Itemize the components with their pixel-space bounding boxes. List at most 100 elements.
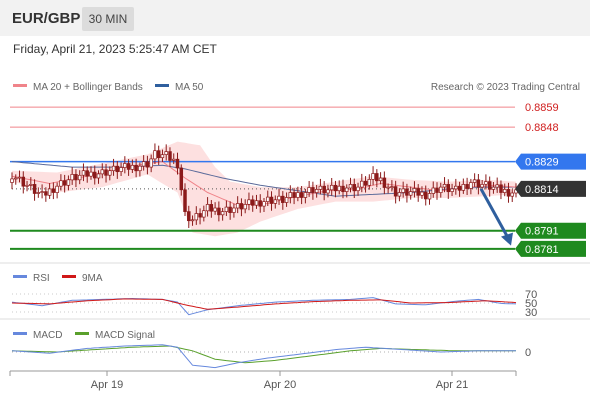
candle-body — [296, 192, 300, 198]
candle-body — [405, 188, 409, 196]
candle-body — [487, 181, 492, 190]
candle-body — [450, 188, 454, 192]
rsi-ma-legend-label: 9MA — [82, 273, 103, 284]
candle-body — [495, 184, 499, 188]
candle-body — [386, 186, 390, 189]
candle-body — [484, 181, 488, 185]
candle-body — [299, 192, 304, 198]
candle-body — [202, 210, 206, 218]
candle-body — [179, 167, 184, 191]
candle-body — [292, 192, 296, 198]
candle-body — [465, 184, 469, 189]
rsi-legend-swatch — [13, 275, 27, 278]
rsi-level-label: 30 — [525, 307, 537, 319]
ma50-legend-swatch — [155, 84, 169, 87]
candle-body — [25, 184, 29, 187]
current-label-box — [515, 180, 586, 197]
candle-body — [111, 165, 116, 172]
rsi-legend-label: RSI — [33, 273, 50, 284]
candle-body — [235, 203, 240, 209]
candle-body — [476, 179, 481, 188]
candle-body — [457, 185, 462, 191]
pivot-label: 0.8829 — [525, 157, 559, 169]
candle-body — [32, 184, 37, 194]
candle-body — [397, 192, 402, 197]
chart-panel — [0, 36, 590, 400]
resistance-label: 0.8848 — [525, 122, 559, 134]
candle-body — [59, 180, 63, 187]
macd-legend-label: MACD — [33, 330, 62, 341]
candle-body — [506, 189, 511, 197]
candle-body — [247, 199, 251, 205]
candle-body — [431, 187, 436, 194]
candle-body — [17, 176, 22, 179]
candle-body — [145, 161, 150, 168]
candle-body — [375, 173, 379, 182]
resistance-label: 0.8859 — [525, 102, 559, 114]
candle-body — [281, 195, 285, 203]
candle-body — [134, 164, 138, 172]
candle-body — [89, 171, 93, 177]
candle-body — [284, 197, 289, 203]
candle-body — [266, 196, 270, 202]
candle-body — [74, 174, 78, 181]
ma50-legend-label: MA 50 — [175, 82, 204, 93]
macd-zero-label: 0 — [525, 347, 531, 359]
candle-body — [311, 187, 315, 193]
candle-body — [435, 187, 439, 193]
macd-signal-line — [11, 345, 516, 364]
candle-body — [371, 173, 375, 180]
macd-signal-legend-swatch — [75, 332, 89, 335]
candle-body — [412, 188, 417, 193]
candle-body — [153, 150, 157, 160]
candle-body — [442, 184, 447, 188]
candle-body — [469, 182, 473, 189]
candle-body — [175, 158, 180, 169]
candle-body — [307, 187, 311, 193]
support-label: 0.8781 — [525, 244, 559, 256]
candle-body — [337, 185, 341, 192]
candle-body — [108, 170, 112, 176]
candle-body — [378, 177, 383, 182]
candle-body — [416, 188, 420, 196]
candle-body — [333, 184, 338, 192]
instrument-title: EUR/GBP — [12, 10, 81, 27]
candle-body — [390, 186, 394, 188]
rsi-ma-line — [11, 298, 517, 310]
candle-body — [224, 206, 229, 212]
candle-body — [454, 185, 458, 190]
candle-body — [141, 161, 146, 167]
candle-body — [269, 196, 274, 204]
candle-body — [160, 154, 165, 159]
candle-body — [288, 192, 293, 198]
candle-body — [273, 199, 278, 204]
candle-body — [149, 158, 153, 168]
candle-body — [243, 204, 247, 210]
timeframe-button[interactable]: 30 MIN — [82, 7, 134, 31]
candle-body — [408, 191, 413, 196]
candle-body — [250, 199, 255, 206]
candle-body — [314, 189, 319, 193]
candle-body — [51, 188, 56, 193]
candle-body — [77, 174, 82, 181]
ma20-legend-label: MA 20 + Bollinger Bands — [33, 82, 143, 93]
candle-body — [164, 151, 168, 155]
candle-body — [499, 184, 503, 193]
candle-body — [472, 179, 477, 183]
candle-body — [341, 185, 345, 193]
candle-body — [356, 186, 360, 192]
candle-body — [461, 184, 466, 191]
candle-body — [258, 200, 262, 207]
candle-body — [382, 177, 387, 188]
ma20-legend-swatch — [13, 84, 27, 87]
candle-body — [217, 207, 221, 216]
forecast-arrow-head — [501, 232, 513, 246]
candle-body — [239, 203, 244, 210]
rsi-level-label: 70 — [525, 289, 537, 301]
rsi-line — [11, 297, 517, 316]
candle-body — [420, 191, 424, 196]
candle-body — [232, 207, 236, 213]
forecast-arrow-shaft — [479, 188, 511, 241]
candle-body — [96, 173, 101, 179]
candle-body — [85, 170, 89, 177]
